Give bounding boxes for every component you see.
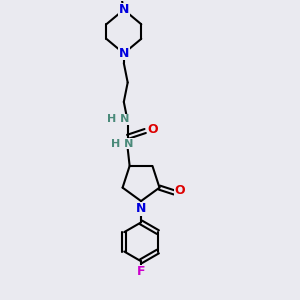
Text: F: F xyxy=(137,266,145,278)
Text: N: N xyxy=(136,202,146,215)
Text: O: O xyxy=(148,123,158,136)
Text: H N: H N xyxy=(111,139,133,148)
Text: O: O xyxy=(175,184,185,197)
Text: H N: H N xyxy=(107,114,129,124)
Text: N: N xyxy=(118,3,129,16)
Text: N: N xyxy=(118,47,129,60)
